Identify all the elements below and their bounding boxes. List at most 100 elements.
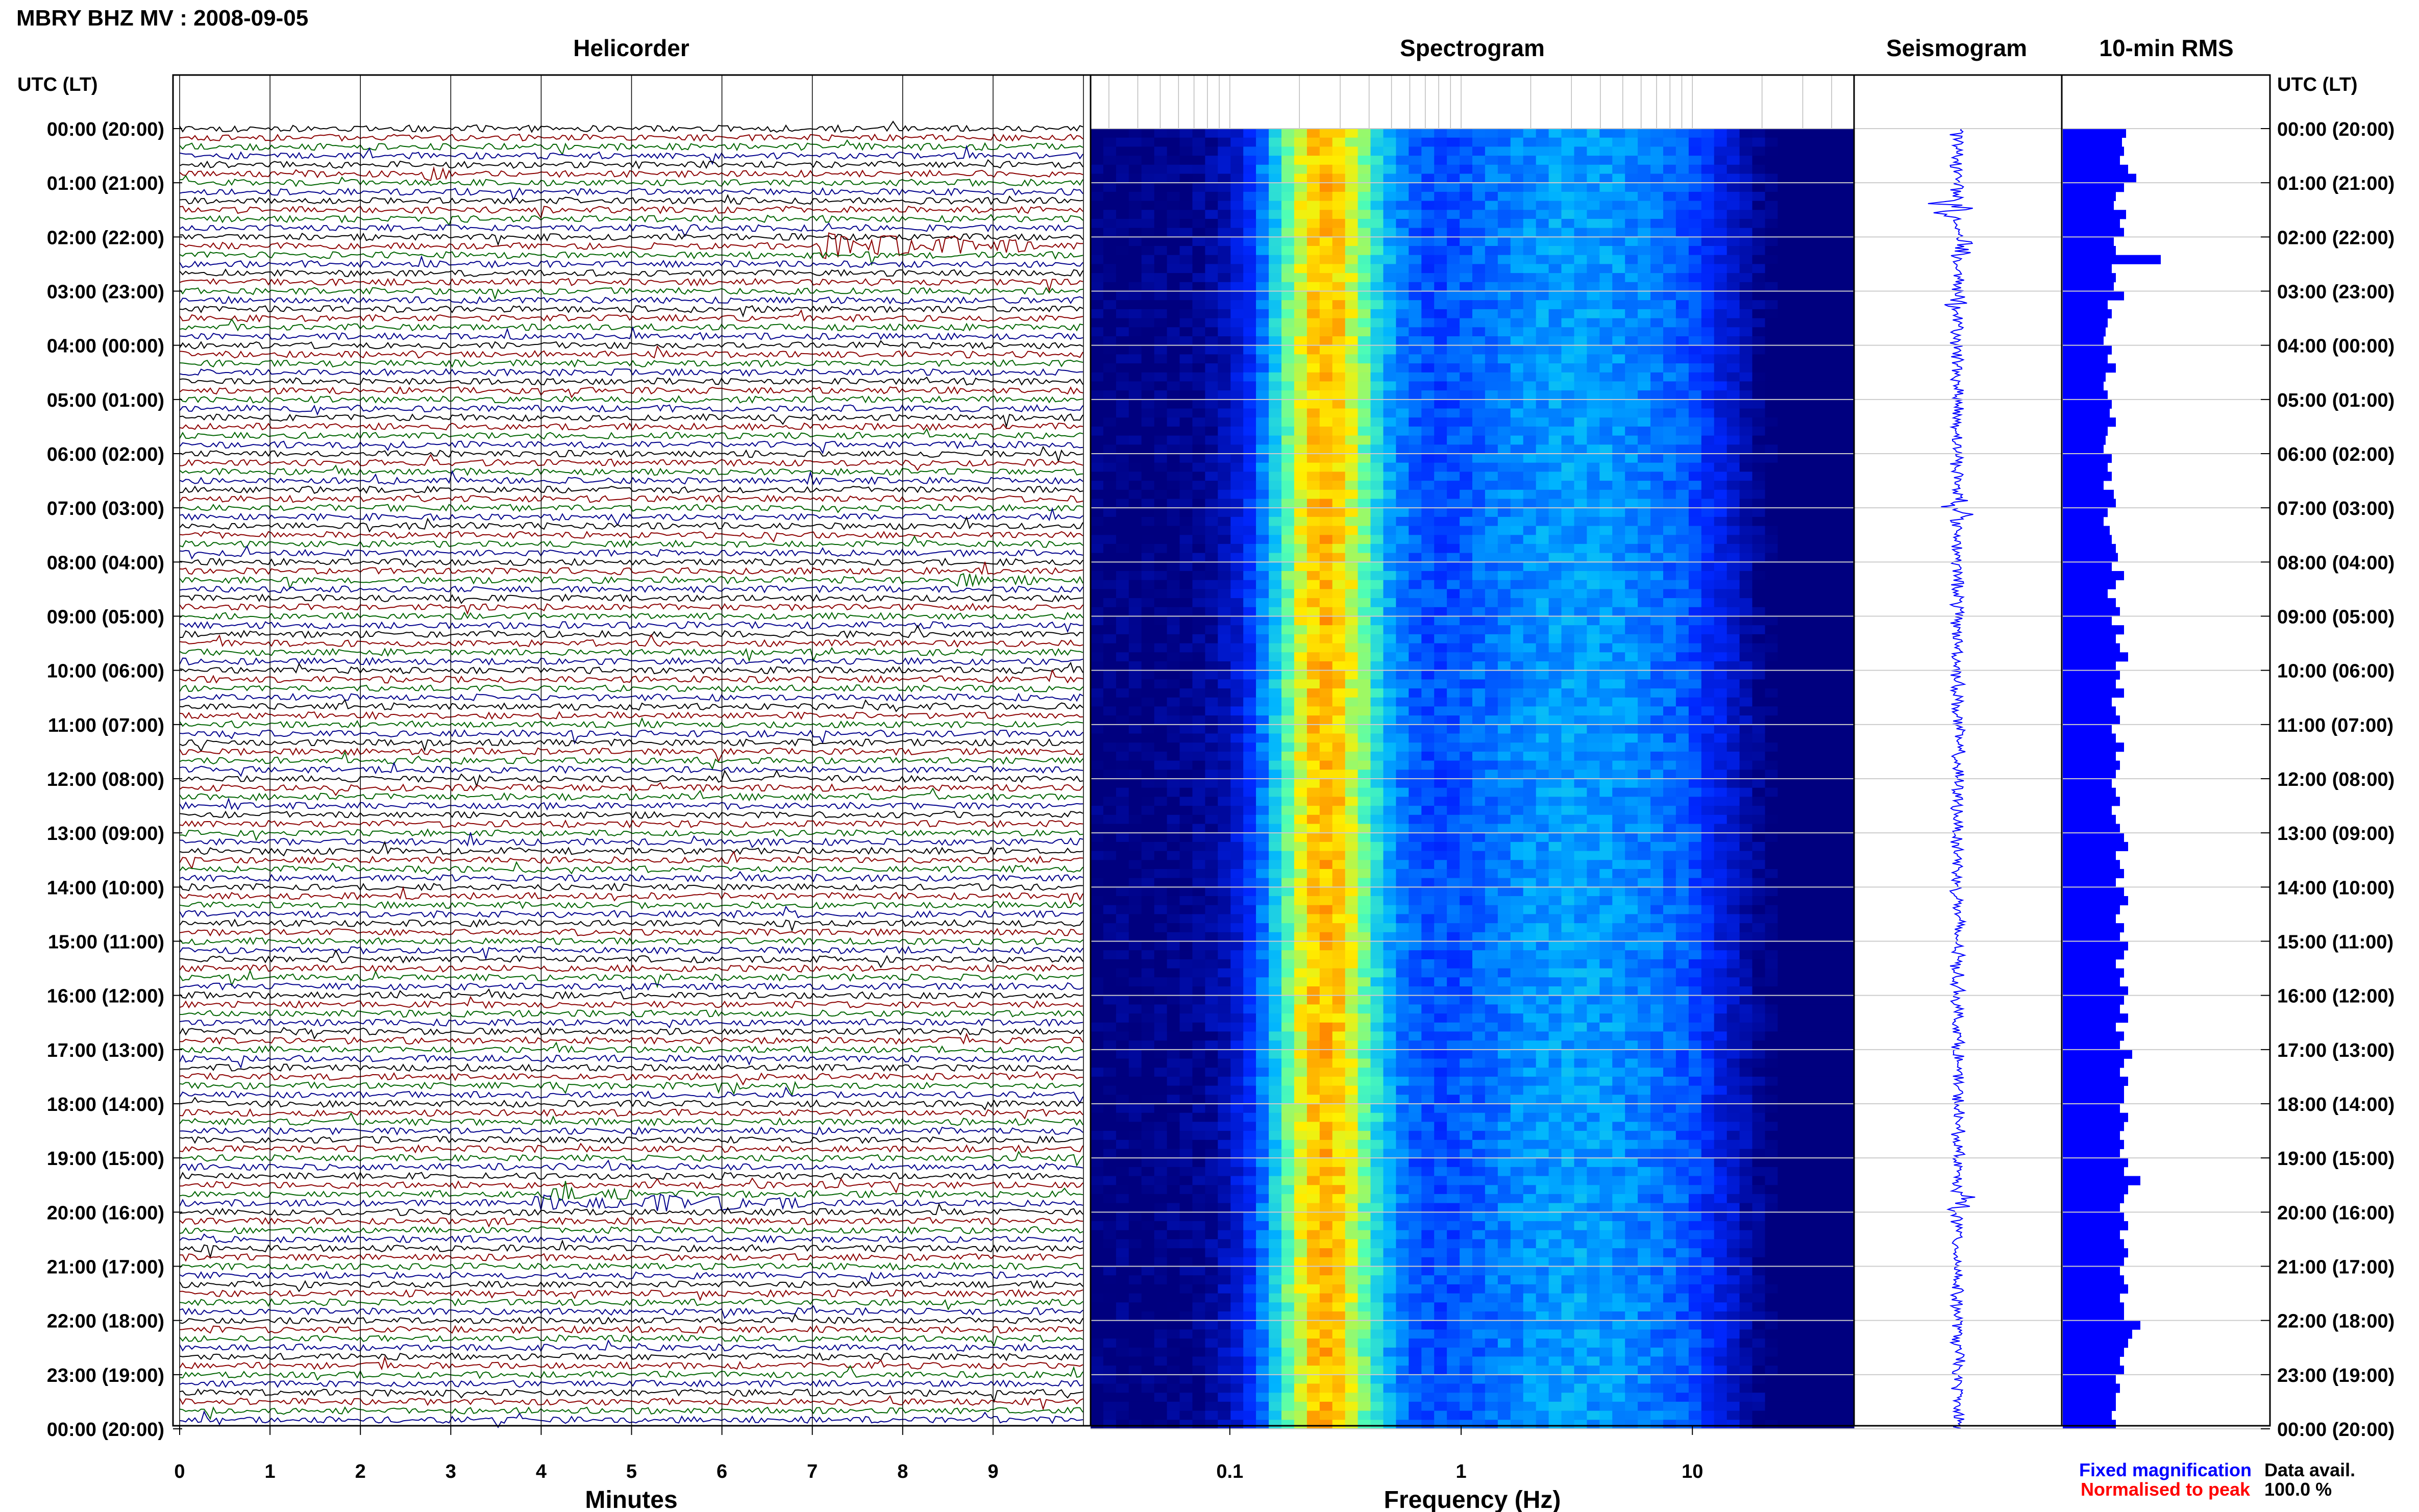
spectrogram-cell xyxy=(1447,607,1460,617)
spectrogram-cell xyxy=(1345,598,1359,608)
spectrogram-cell xyxy=(1790,291,1804,301)
spectrogram-cell xyxy=(1091,697,1104,707)
spectrogram-cell xyxy=(1460,806,1473,815)
spectrogram-cell xyxy=(1599,246,1613,256)
spectrogram-cell xyxy=(1383,607,1396,617)
spectrogram-cell xyxy=(1421,814,1435,825)
spectrogram-cell xyxy=(1523,309,1537,319)
spectrogram-cell xyxy=(1167,300,1180,310)
spectrogram-cell xyxy=(1128,363,1142,373)
spectrogram-cell xyxy=(1370,770,1384,779)
spectrogram-cell xyxy=(1829,300,1842,310)
spectrogram-cell xyxy=(1472,562,1486,572)
spectrogram-cell xyxy=(1574,363,1587,373)
spectrogram-cell xyxy=(1599,137,1613,147)
spectrogram-cell xyxy=(1154,760,1168,770)
spectrogram-cell xyxy=(1230,390,1244,400)
spectrogram-cell xyxy=(1332,787,1346,797)
spectrogram-cell xyxy=(1256,543,1269,554)
spectrogram-cell xyxy=(1091,760,1104,770)
spectrogram-cell xyxy=(1739,218,1753,229)
spectrogram-cell xyxy=(1370,489,1384,500)
spectrogram-cell xyxy=(1675,806,1689,815)
spectrogram-cell xyxy=(1256,228,1269,237)
spectrogram-cell xyxy=(1370,760,1384,770)
spectrogram-cell xyxy=(1599,264,1613,274)
spectrogram-cell xyxy=(1625,481,1638,490)
spectrogram-cell xyxy=(1370,146,1384,156)
spectrogram-cell xyxy=(1548,363,1562,373)
spectrogram-cell xyxy=(1587,345,1600,355)
spectrogram-cell xyxy=(1141,806,1155,815)
spectrogram-cell xyxy=(1179,255,1193,264)
spectrogram-cell xyxy=(1548,661,1562,671)
spectrogram-cell xyxy=(1154,399,1168,409)
spectrogram-cell xyxy=(1574,652,1587,662)
spectrogram-cell xyxy=(1536,354,1549,364)
spectrogram-cell xyxy=(1332,291,1346,301)
spectrogram-cell xyxy=(1091,706,1104,716)
spectrogram-cell xyxy=(1663,201,1676,210)
spectrogram-cell xyxy=(1357,661,1371,671)
spectrogram-cell xyxy=(1383,670,1396,680)
spectrogram-cell xyxy=(1497,291,1511,301)
spectrogram-cell xyxy=(1421,679,1435,689)
spectrogram-cell xyxy=(1167,553,1180,562)
spectrogram-cell xyxy=(1548,210,1562,219)
spectrogram-cell xyxy=(1701,607,1715,617)
spectrogram-cell xyxy=(1790,381,1804,391)
spectrogram-cell xyxy=(1103,634,1117,644)
spectrogram-cell xyxy=(1510,535,1524,544)
spectrogram-cell xyxy=(1294,779,1307,788)
spectrogram-cell xyxy=(1625,634,1638,644)
spectrogram-cell xyxy=(1726,733,1740,743)
spectrogram-cell xyxy=(1612,282,1625,292)
spectrogram-cell xyxy=(1714,571,1727,581)
spectrogram-cell xyxy=(1281,183,1295,192)
spectrogram-cell xyxy=(1841,218,1855,229)
spectrogram-cell xyxy=(1218,173,1231,183)
spectrogram-cell xyxy=(1434,191,1447,202)
spectrogram-cell xyxy=(1281,499,1295,508)
spectrogram-cell xyxy=(1370,571,1384,581)
spectrogram-cell xyxy=(1726,833,1740,842)
spectrogram-cell xyxy=(1841,146,1855,156)
spectrogram-cell xyxy=(1523,381,1537,391)
spectrogram-cell xyxy=(1841,760,1855,770)
spectrogram-cell xyxy=(1612,291,1625,301)
spectrogram-cell xyxy=(1548,472,1562,481)
spectrogram-cell xyxy=(1829,381,1842,391)
spectrogram-cell xyxy=(1701,625,1715,635)
spectrogram-cell xyxy=(1548,535,1562,544)
spectrogram-cell xyxy=(1409,516,1422,527)
spectrogram-cell xyxy=(1345,462,1359,472)
spectrogram-cell xyxy=(1141,417,1155,427)
spectrogram-cell xyxy=(1306,553,1320,562)
spectrogram-cell xyxy=(1319,670,1333,680)
spectrogram-cell xyxy=(1409,607,1422,617)
spectrogram-cell xyxy=(1319,408,1333,418)
spectrogram-cell xyxy=(1574,526,1587,535)
spectrogram-cell xyxy=(1319,237,1333,246)
spectrogram-cell xyxy=(1281,670,1295,680)
spectrogram-cell xyxy=(1714,472,1727,481)
spectrogram-cell xyxy=(1357,571,1371,581)
spectrogram-cell xyxy=(1574,173,1587,183)
spectrogram-cell xyxy=(1447,797,1460,806)
spectrogram-cell xyxy=(1294,589,1307,599)
spectrogram-cell xyxy=(1752,724,1765,734)
spectrogram-cell xyxy=(1218,291,1231,301)
spectrogram-cell xyxy=(1103,345,1117,355)
spectrogram-cell xyxy=(1332,607,1346,617)
spectrogram-cell xyxy=(1091,454,1104,463)
spectrogram-cell xyxy=(1243,228,1256,237)
spectrogram-cell xyxy=(1141,760,1155,770)
spectrogram-cell xyxy=(1154,408,1168,418)
spectrogram-cell xyxy=(1561,237,1574,246)
spectrogram-cell xyxy=(1306,210,1320,219)
spectrogram-cell xyxy=(1688,715,1702,725)
spectrogram-cell xyxy=(1345,282,1359,292)
spectrogram-cell xyxy=(1599,300,1613,310)
spectrogram-cell xyxy=(1460,472,1473,481)
spectrogram-cell xyxy=(1409,363,1422,373)
